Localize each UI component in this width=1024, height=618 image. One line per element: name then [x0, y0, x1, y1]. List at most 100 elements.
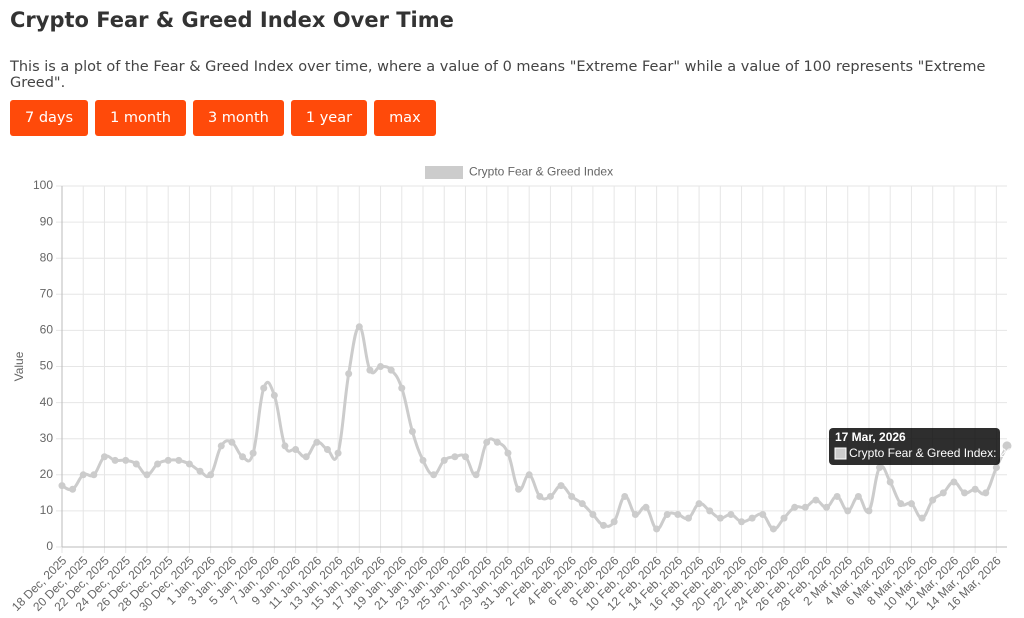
data-point [281, 442, 289, 450]
data-point [791, 503, 799, 511]
data-point [69, 485, 77, 493]
y-tick-label: 80 [40, 250, 54, 264]
y-tick-label: 90 [40, 214, 54, 228]
data-point [419, 456, 427, 464]
data-point [132, 460, 140, 468]
data-point [769, 525, 777, 533]
data-point [727, 511, 735, 519]
data-point [865, 507, 873, 515]
data-point [610, 518, 618, 526]
data-point [642, 503, 650, 511]
data-point [377, 363, 385, 370]
data-point [292, 446, 300, 454]
data-point [355, 323, 363, 331]
data-point [185, 460, 193, 468]
data-point [833, 492, 841, 500]
data-point [695, 500, 703, 508]
data-point [472, 471, 480, 479]
data-point [249, 449, 257, 457]
tooltip-swatch [834, 447, 847, 460]
data-point [844, 507, 852, 515]
range-button[interactable]: 7 days [10, 100, 89, 136]
data-point [90, 471, 98, 479]
y-tick-label: 20 [40, 467, 54, 481]
data-point [971, 485, 979, 493]
data-point [483, 438, 491, 446]
data-point [79, 471, 87, 479]
data-point [653, 525, 661, 533]
data-point [907, 500, 915, 508]
data-point [217, 442, 225, 450]
data-point [961, 489, 969, 497]
data-point [207, 471, 215, 479]
data-point [546, 492, 554, 500]
data-point [812, 496, 820, 504]
data-point [748, 514, 756, 522]
data-point [780, 514, 788, 522]
range-button[interactable]: 1 month [95, 100, 186, 136]
y-axis-title: Value [12, 351, 26, 381]
data-point [950, 478, 958, 486]
data-point [260, 384, 268, 392]
data-point [621, 492, 629, 500]
data-point [897, 500, 905, 508]
data-point [929, 496, 937, 504]
data-point [302, 453, 310, 461]
data-point [674, 511, 682, 519]
y-tick-label: 30 [40, 431, 54, 445]
y-tick-label: 70 [40, 286, 54, 300]
data-point [684, 514, 692, 522]
data-point [111, 456, 119, 464]
data-point [663, 511, 671, 519]
data-point [568, 492, 576, 500]
range-button[interactable]: max [374, 100, 436, 136]
data-point [493, 438, 501, 446]
data-point [876, 464, 884, 472]
data-point [430, 471, 438, 479]
data-point [515, 485, 523, 493]
data-point [525, 471, 533, 479]
page-title: Crypto Fear & Greed Index Over Time [10, 8, 454, 32]
data-point [270, 391, 278, 399]
data-point [1002, 441, 1012, 451]
data-point [759, 511, 767, 519]
tooltip-box [829, 428, 1000, 465]
data-point [918, 514, 926, 522]
data-point [461, 453, 469, 461]
data-point [451, 453, 459, 461]
range-button[interactable]: 1 year [290, 100, 368, 136]
data-point [822, 503, 830, 511]
data-point [387, 366, 395, 374]
data-point [408, 427, 416, 435]
data-point [440, 456, 448, 464]
data-point [345, 370, 353, 378]
data-point [600, 521, 608, 529]
y-tick-label: 50 [40, 359, 54, 373]
data-point [175, 456, 183, 464]
data-point [154, 460, 162, 468]
y-tick-label: 10 [40, 503, 54, 517]
y-tick-label: 0 [46, 539, 53, 553]
data-point [398, 384, 406, 392]
data-point [334, 449, 342, 457]
data-point [982, 489, 990, 497]
data-point [738, 518, 746, 526]
data-point [164, 456, 172, 464]
range-button[interactable]: 3 month [192, 100, 284, 136]
data-point [939, 489, 947, 497]
page-description: This is a plot of the Fear & Greed Index… [10, 59, 986, 91]
data-point [228, 438, 236, 446]
data-point [578, 500, 586, 508]
range-buttons: 7 days 1 month 3 month 1 year max [10, 100, 436, 136]
data-point [886, 478, 894, 486]
data-point [323, 446, 331, 454]
data-point [631, 511, 639, 519]
data-point [854, 492, 862, 500]
data-point [504, 449, 512, 457]
tooltip-title: 17 Mar, 2026 [835, 430, 906, 444]
data-point [313, 438, 321, 446]
tooltip: 17 Mar, 2026 Crypto Fear & Greed Index: 2… [829, 428, 1013, 465]
